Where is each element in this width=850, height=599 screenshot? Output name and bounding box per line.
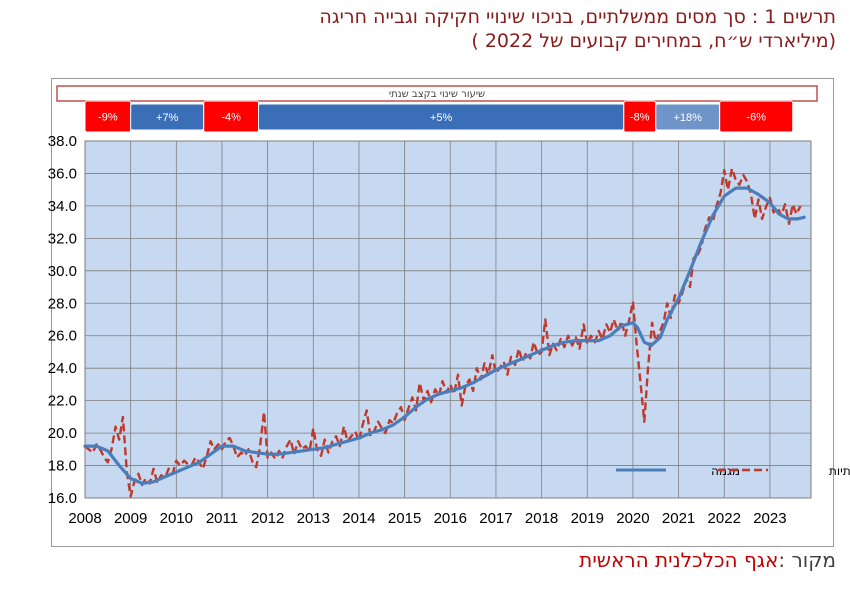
annual-change-label: -8% — [630, 112, 650, 124]
y-tick-label: 20.0 — [48, 425, 77, 442]
x-tick-label: 2020 — [616, 510, 649, 527]
annual-change-label: -6% — [746, 112, 766, 124]
x-tick-label: 2014 — [342, 510, 375, 527]
annual-change-label: +7% — [156, 112, 179, 124]
y-tick-label: 18.0 — [48, 458, 77, 475]
x-tick-label: 2023 — [753, 510, 786, 527]
y-tick-label: 16.0 — [48, 490, 77, 507]
y-tick-label: 28.0 — [48, 295, 77, 312]
y-tick-label: 26.0 — [48, 328, 77, 345]
series-layer — [83, 167, 806, 498]
y-axis: 16.0 18.0 20.0 22.0 24.0 26.0 28.0 30.0 32.0 34.0… — [48, 133, 77, 507]
x-tick-label: 2021 — [662, 510, 695, 527]
annual-change-strip: שיעור שינוי בקצב שנתי -9% +7% -4% +5% -8% +18… — [56, 85, 818, 133]
annual-change-label: -9% — [98, 112, 118, 124]
grid-lines — [84, 140, 811, 499]
source-note: מקור :אגף הכלכלנית הראשית — [579, 548, 836, 572]
series-trend — [83, 186, 806, 485]
annual-change-header-box — [56, 85, 818, 102]
annual-change-box — [719, 100, 794, 133]
plot-area — [84, 140, 812, 499]
x-tick-label: 2013 — [297, 510, 330, 527]
y-tick-label: 30.0 — [48, 263, 77, 280]
x-tick-label: 2018 — [525, 510, 558, 527]
x-tick-label: 2017 — [479, 510, 512, 527]
x-tick-label: 2016 — [434, 510, 467, 527]
y-tick-label: 22.0 — [48, 393, 77, 410]
chart-title: תרשים 1 : סך מסים ממשלתיים, בניכוי שינוי… — [319, 6, 836, 28]
source-value: אגף הכלכלנית הראשית — [579, 548, 779, 572]
x-axis: 2008 2009 2010 2011 2012 2013 2014 2015 2016 2017… — [68, 510, 786, 527]
x-tick-label: 2012 — [251, 510, 284, 527]
legend: מגמה מנוכה עונתיות — [616, 464, 850, 478]
y-tick-label: 38.0 — [48, 133, 77, 150]
annual-change-label: +18% — [673, 112, 702, 124]
y-tick-label: 36.0 — [48, 165, 77, 182]
annual-change-header: שיעור שינוי בקצב שנתי — [389, 89, 485, 100]
x-tick-label: 2011 — [206, 510, 238, 527]
x-tick-label: 2010 — [160, 510, 193, 527]
chart-subtitle: (מיליארדי ש״ח, במחירים קבועים של 2022 ) — [471, 30, 836, 52]
series-seasonally-adjusted — [84, 167, 802, 498]
source-label: מקור : — [778, 548, 836, 572]
annual-change-label: -4% — [221, 112, 241, 124]
y-tick-label: 34.0 — [48, 198, 77, 215]
x-tick-label: 2015 — [388, 510, 421, 527]
x-tick-label: 2008 — [68, 510, 101, 527]
legend-seasonal-label: מנוכה עונתיות — [829, 464, 850, 478]
annual-change-label: +5% — [430, 112, 453, 124]
x-tick-label: 2022 — [708, 510, 741, 527]
x-tick-label: 2009 — [114, 510, 147, 527]
x-tick-label: 2019 — [571, 510, 604, 527]
y-tick-label: 24.0 — [48, 360, 77, 377]
y-tick-label: 32.0 — [48, 230, 77, 247]
